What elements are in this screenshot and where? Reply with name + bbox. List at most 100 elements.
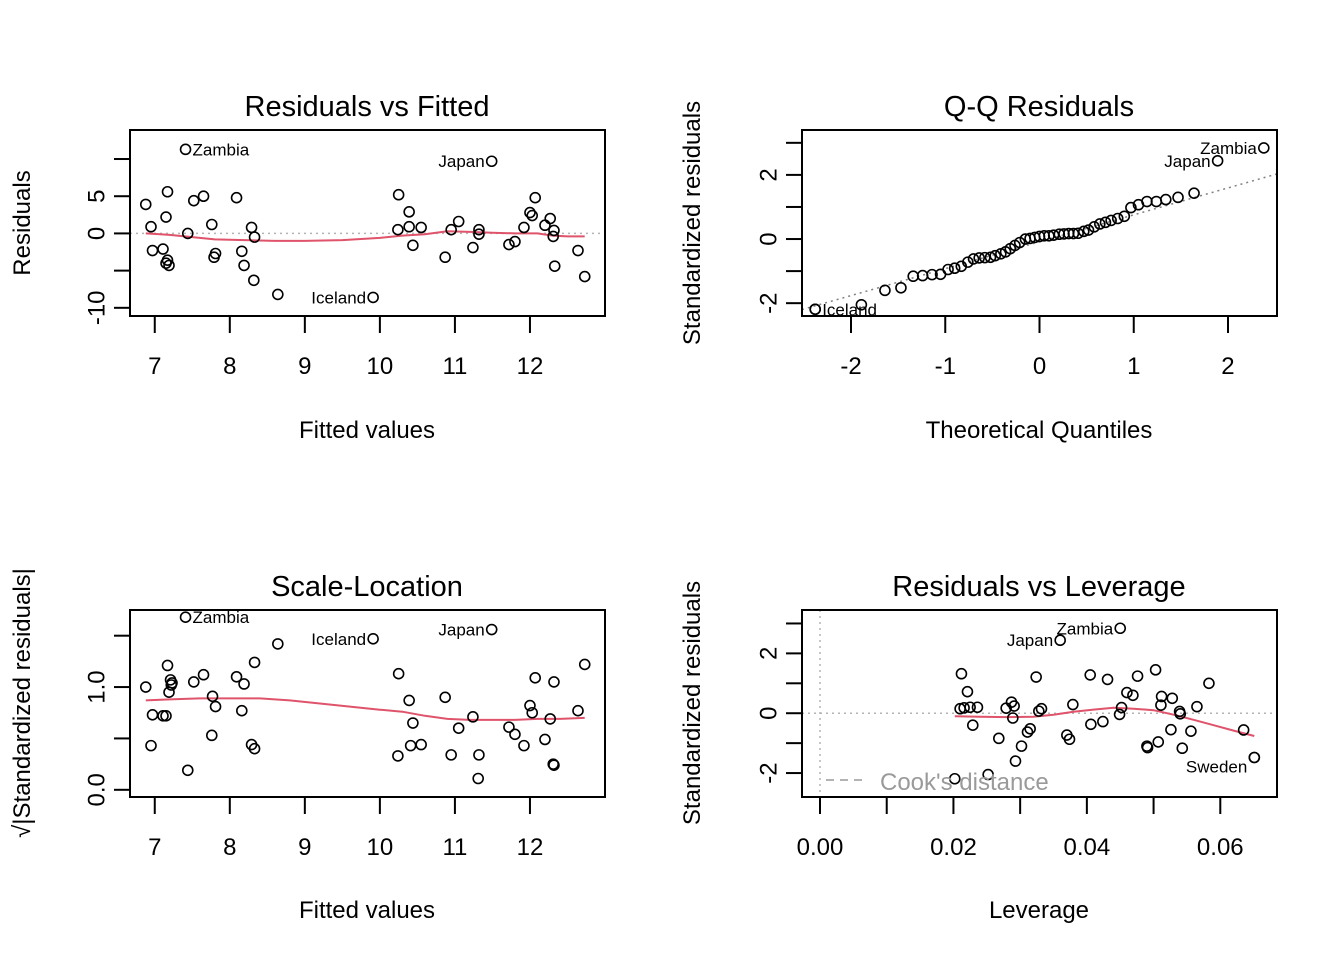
data-point [452,215,465,228]
data-point [1237,724,1250,736]
y-tick-label: 0 [755,707,782,720]
data-point [1113,708,1126,721]
data-point [1013,236,1026,249]
data-point [1131,670,1144,682]
data-point [524,206,536,219]
x-tick-label: 12 [517,834,544,861]
data-point [161,185,174,198]
x-tick-label: -1 [935,353,956,380]
data-point [1077,225,1090,238]
data-point [1067,227,1080,240]
data-point [467,711,479,723]
data-point [1118,210,1131,223]
smoother-line [145,230,585,242]
data-point [403,206,415,218]
data-point [160,710,172,722]
x-tick-label: 11 [442,353,467,380]
data-point [1203,677,1215,690]
x-tick-label: 1 [1127,353,1140,380]
data-point [544,713,557,725]
data-point [578,658,591,671]
y-tick-label: 2 [755,647,782,660]
outlier-point-zambia [1114,622,1127,635]
data-point [139,198,152,211]
chart-title: Residuals vs Leverage [892,571,1185,603]
outlier-label: Zambia [1200,139,1257,158]
y-tick-label: 0 [83,227,110,240]
cooks-distance-legend: Cook's distance [826,769,1049,796]
data-point [572,244,584,257]
smoother-line [145,697,585,721]
data-point [855,298,868,311]
data-point [1088,221,1100,233]
data-point [926,268,938,281]
outlier-label: Iceland [311,288,366,307]
outlier-label: Iceland [311,630,366,649]
outlier-point-zambia [179,143,192,156]
data-point [1152,736,1165,748]
data-point [503,238,515,251]
outlier-point-japan [485,623,498,636]
data-point [509,235,521,248]
x-tick-label: 0.02 [930,834,977,861]
data-point [1105,214,1117,227]
data-point [966,719,979,731]
data-point [407,717,419,729]
data-point [1024,722,1036,735]
outlier-label: Iceland [822,300,877,319]
data-point [157,243,169,255]
outlier-label: Japan [1164,152,1210,171]
data-point [248,742,261,755]
data-point [1127,689,1139,702]
data-point [1094,218,1106,230]
data-point [473,749,485,761]
y-tick-label: 0 [755,232,782,245]
data-point [139,681,152,693]
data-point [1101,673,1114,686]
data-point [1021,726,1034,738]
data-point [208,251,220,264]
data-point [1166,692,1179,705]
outlier-point-iceland [367,632,379,645]
data-point [973,252,985,264]
data-point [248,231,261,243]
outlier-point-japan [485,155,498,168]
data-point [962,256,974,268]
data-point [1072,227,1084,240]
data-point [473,228,485,240]
data-point [403,694,415,707]
chart-title: Q-Q Residuals [944,91,1134,123]
data-point [1099,216,1112,229]
data-point [403,220,415,233]
data-point [415,221,427,234]
data-point [984,251,997,264]
outlier-point-japan [1211,154,1224,167]
data-point [407,239,419,252]
x-tick-label: -2 [840,353,861,380]
data-point [989,249,1002,262]
outlier-point-sweden [1248,751,1261,764]
y-tick-label: 1.0 [83,670,110,703]
y-tick-label: -2 [755,762,782,783]
data-point [1008,700,1020,712]
data-point [539,733,551,746]
data-point [1155,699,1167,711]
chart-title: Residuals vs Fitted [245,91,490,123]
outlier-label: Japan [438,152,484,171]
data-point [209,700,222,713]
data-point [467,241,479,254]
data-point [1188,187,1200,199]
y-axis-label: Residuals [9,170,36,275]
data-point [526,706,539,719]
data-point [1007,712,1019,724]
data-point [1172,191,1184,204]
x-tick-label: 11 [442,834,467,861]
x-tick-label: 9 [298,834,311,861]
data-point [1111,212,1124,225]
data-point [439,691,451,704]
data-point [971,701,984,714]
x-tick-label: 0 [1033,353,1046,380]
x-tick-label: 7 [148,834,161,861]
data-point [445,749,457,761]
